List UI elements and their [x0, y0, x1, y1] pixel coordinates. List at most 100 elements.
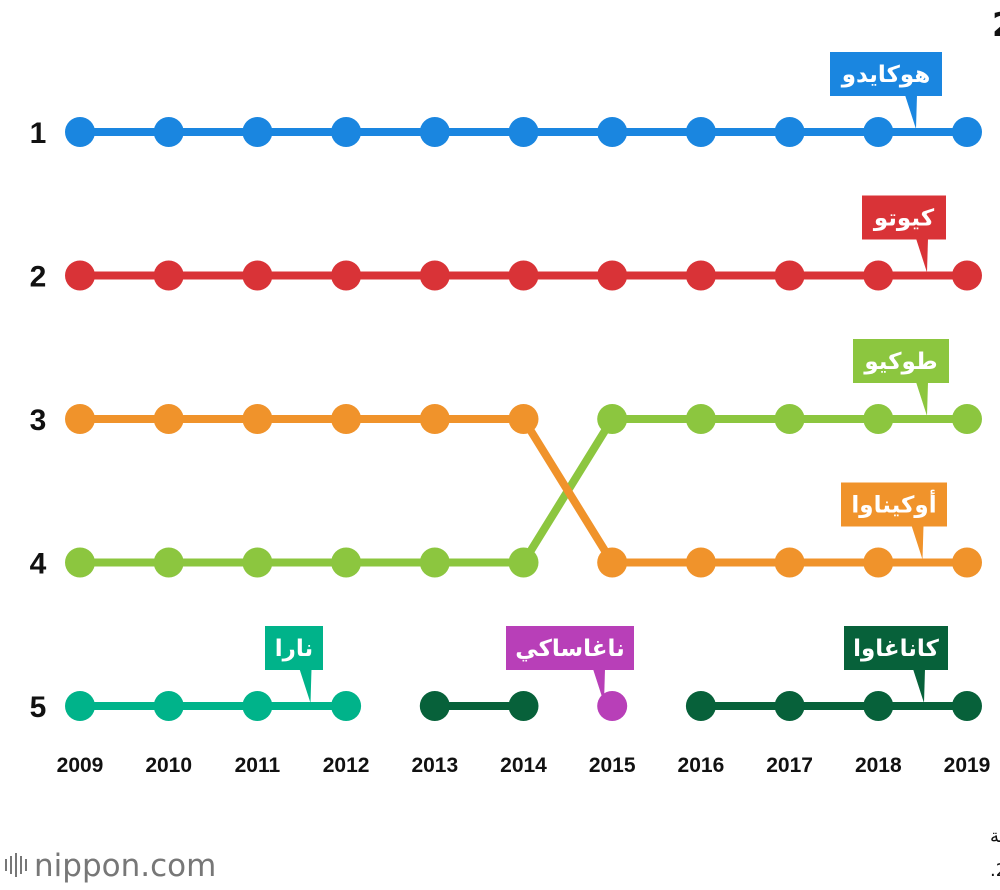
source-note-line2: المحلي 2019. [990, 860, 1000, 881]
data-point [65, 117, 95, 147]
data-point [685, 117, 716, 147]
year-label: 2012 [323, 754, 370, 777]
data-point [419, 547, 450, 578]
data-point [952, 117, 982, 147]
data-point [242, 691, 273, 721]
year-label: 2019 [944, 754, 991, 777]
rank-label: 5 [30, 691, 47, 724]
data-point [65, 404, 95, 434]
year-label: 2013 [411, 754, 458, 777]
series-name-label: طوكيو [863, 349, 937, 375]
series-tag-box [506, 626, 634, 670]
data-point [242, 404, 273, 434]
data-point [863, 260, 894, 291]
data-point [597, 691, 628, 721]
data-point [952, 691, 982, 721]
series-name-label: هوكايدو [841, 62, 931, 88]
series-tag-box [830, 52, 942, 96]
data-point [685, 691, 716, 721]
series-tag-pointer [916, 238, 928, 273]
year-label: 2016 [678, 754, 725, 777]
data-point [597, 117, 628, 147]
year-label: 2015 [589, 754, 636, 777]
series-tag-box [862, 195, 946, 240]
data-point [331, 691, 362, 721]
data-point [65, 547, 95, 578]
series-tag-box [841, 482, 947, 527]
data-point [863, 117, 894, 147]
data-point [331, 547, 362, 578]
data-point [863, 691, 894, 721]
series-line [76, 415, 971, 567]
data-point [863, 547, 894, 578]
rank-labels: 1 2 3 4 5 [30, 117, 47, 724]
data-point [863, 404, 894, 434]
logo-text: nippon.com [34, 848, 216, 884]
series-tags: هوكايدو كيوتو طوكيو أوكيناوا نارا كاناغاوا ناغ… [265, 52, 949, 703]
series-points [65, 117, 982, 721]
data-point [774, 547, 805, 578]
year-labels: 2009 2010 2011 2012 2013 2014 2015 2016 2017 2018… [57, 754, 991, 777]
series-tag: نارا [265, 626, 323, 703]
rank-label: 2 [30, 261, 47, 294]
data-point [508, 547, 539, 578]
series-tag-pointer [593, 669, 605, 703]
series-tag: أوكيناوا [841, 482, 947, 560]
data-point [419, 691, 450, 721]
series-name-label: كيوتو [873, 206, 935, 232]
series-tag-box [853, 339, 949, 383]
year-label: 2010 [145, 754, 192, 777]
data-point [153, 547, 184, 578]
series-name-label: نارا [275, 636, 313, 662]
data-point [774, 691, 805, 721]
nippon-logo-icon: nippon.com [5, 848, 216, 884]
data-point [419, 260, 450, 291]
data-point [242, 260, 273, 291]
series-tag: ناغاساكي [506, 626, 634, 703]
data-point [952, 260, 982, 291]
series-tag-box [844, 626, 948, 670]
data-point [685, 404, 716, 434]
data-point [65, 691, 95, 721]
data-point [331, 260, 362, 291]
data-point [508, 260, 539, 291]
series-tag-pointer [913, 669, 925, 703]
data-point [153, 260, 184, 291]
data-point [242, 117, 273, 147]
series-tag: كيوتو [862, 195, 946, 273]
series-name-label: أوكيناوا [851, 489, 936, 519]
series-tag: طوكيو [853, 339, 949, 416]
data-point [153, 117, 184, 147]
data-point [597, 547, 628, 578]
series-tag-pointer [916, 382, 928, 416]
series-tag-box [265, 626, 323, 670]
series-name-label: ناغاساكي [515, 636, 625, 662]
data-point [774, 404, 805, 434]
data-point [153, 691, 184, 721]
data-point [597, 404, 628, 434]
data-point [153, 404, 184, 434]
year-label: 2009 [57, 754, 104, 777]
series-tag-pointer [911, 525, 924, 560]
year-label: 2018 [855, 754, 902, 777]
data-point [508, 404, 539, 434]
data-point [952, 404, 982, 434]
series-line [76, 415, 971, 567]
data-point [685, 547, 716, 578]
series-tag: كاناغاوا [844, 626, 948, 703]
data-point [952, 547, 982, 578]
data-point [597, 260, 628, 291]
series-name-label: كاناغاوا [853, 636, 939, 662]
year-label: 2014 [500, 754, 547, 777]
year-label: 2011 [235, 754, 281, 777]
data-point [508, 691, 539, 721]
source-note-line1: تم جمع البيانات بواسطة Nippon.com بناءً … [990, 826, 1000, 847]
series-tag-pointer [905, 95, 917, 129]
rank-label: 1 [30, 117, 47, 150]
data-point [331, 404, 362, 434]
data-point [685, 260, 716, 291]
data-point [419, 404, 450, 434]
data-point [508, 117, 539, 147]
